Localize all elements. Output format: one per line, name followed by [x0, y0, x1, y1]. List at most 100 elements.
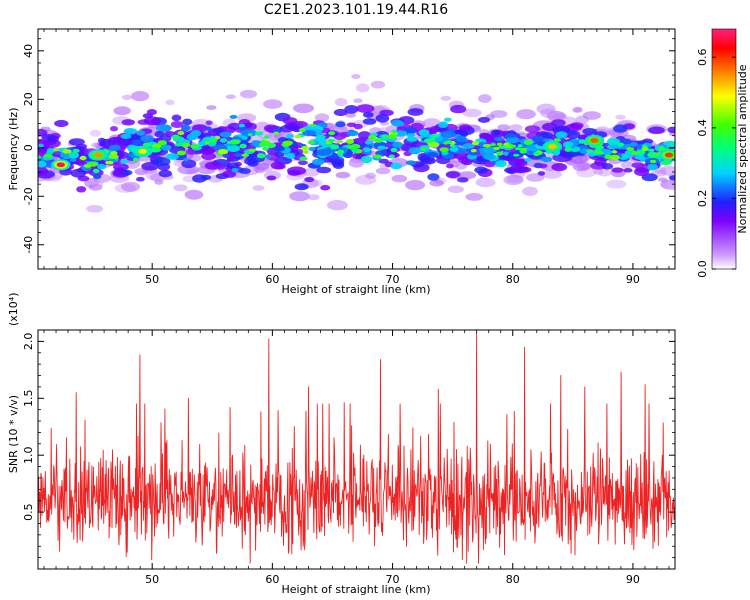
- spectrogram-cell: [289, 191, 310, 202]
- spectrogram-cell: [132, 139, 142, 146]
- spectrogram-cell: [110, 126, 118, 132]
- spectrogram-cell: [578, 139, 586, 144]
- spectrogram-cell: [46, 150, 54, 155]
- spectrogram-cell: [458, 148, 468, 154]
- spectrogram-cell: [387, 134, 397, 140]
- spectrogram-cell: [52, 148, 60, 152]
- spectrogram-cell: [97, 163, 107, 170]
- spectrogram-cell: [495, 160, 507, 168]
- spectrogram-cell: [344, 105, 359, 114]
- spectrogram-cell: [328, 154, 340, 159]
- spectrogram-cell: [440, 130, 456, 139]
- spectrogram-cell: [647, 148, 655, 152]
- spectrogram-cell: [62, 149, 72, 154]
- spectrogram-peak: [548, 144, 557, 149]
- spectrogram-cell: [120, 159, 130, 164]
- spectrogram-cell: [240, 89, 257, 99]
- spectrogram-cell: [209, 138, 218, 143]
- spectrogram-cell: [174, 142, 183, 147]
- spectrogram-cell: [113, 163, 129, 171]
- spectrogram-cell: [533, 151, 540, 157]
- spectrogram-cell: [216, 164, 226, 170]
- spectrogram-cell: [43, 153, 53, 159]
- spectrogram-cell: [363, 147, 371, 153]
- spectrogram-cell: [438, 121, 449, 128]
- spectrogram-cell: [490, 129, 500, 136]
- spectrogram-cell: [455, 163, 467, 170]
- spectrogram-cell: [182, 118, 193, 126]
- spectrogram-cell: [648, 126, 665, 134]
- spectrogram-cell: [307, 140, 316, 145]
- spectrogram-cell: [108, 136, 123, 146]
- x-tick-label: 50: [145, 573, 159, 586]
- spectrogram-cell: [231, 167, 239, 173]
- x-tick-label: 60: [265, 573, 279, 586]
- spectrogram-cell: [68, 138, 85, 146]
- spectrogram-cell: [132, 157, 139, 162]
- spectrogram-cell: [509, 124, 523, 132]
- y-tick-label: 1.0: [22, 446, 35, 464]
- spectrogram-cell: [449, 146, 459, 153]
- spectrogram-cell: [443, 141, 449, 145]
- spectrogram-cell: [183, 157, 189, 162]
- spectrogram-cell: [333, 108, 348, 117]
- spectrogram-cell: [353, 98, 363, 103]
- spectrogram-cell: [606, 138, 620, 145]
- spectrogram-cell: [204, 141, 210, 145]
- spectrogram-cell: [327, 138, 336, 143]
- spectrogram-cell: [70, 168, 87, 178]
- spectrogram-cell: [542, 169, 562, 179]
- spectrogram-cell: [465, 192, 484, 201]
- spectrogram-cell: [309, 123, 316, 127]
- spectrogram-panel: 50 60 70 80 90 -40 -20 0 20 40 Height of straight…: [7, 28, 676, 296]
- snr-series-line: [38, 331, 675, 564]
- spectrogram-cell: [634, 153, 645, 160]
- spectrogram-cell: [331, 159, 345, 167]
- spectrogram-cell: [522, 186, 538, 196]
- chart-title: C2E1.2023.101.19.44.R16: [264, 2, 448, 18]
- spectrogram-cell: [97, 137, 106, 144]
- spectrogram-cell: [264, 154, 272, 159]
- colorbar-gradient: [712, 29, 736, 269]
- spectrogram-cell: [356, 104, 375, 113]
- spectrogram-cell: [316, 166, 332, 174]
- x-tick-label: 70: [386, 273, 400, 286]
- spectrogram-cell: [348, 157, 365, 168]
- spectrogram-cell: [647, 163, 658, 171]
- spectrogram-cell: [498, 145, 506, 149]
- spectrogram-cell: [445, 171, 460, 179]
- spectrogram-cell: [396, 125, 405, 131]
- spectrogram-cell: [302, 150, 309, 154]
- spectrogram-cell: [336, 140, 344, 143]
- spectrogram-cell: [254, 166, 265, 174]
- spectrogram-cell: [121, 119, 135, 126]
- spectrogram-cell: [457, 177, 469, 183]
- spectrogram-cell: [405, 179, 425, 191]
- spectrogram-cell: [154, 130, 165, 138]
- spectrogram-cell: [287, 166, 307, 176]
- spectrogram-cell: [447, 185, 464, 193]
- spectrogram-cell: [215, 136, 221, 140]
- spectrogram-cell: [54, 119, 69, 128]
- spectrogram-cell: [229, 114, 238, 119]
- spectrogram-cell: [316, 149, 332, 156]
- spectrogram-cell: [390, 162, 403, 170]
- spectrogram-cell: [582, 111, 602, 120]
- spectrogram-cell: [151, 143, 162, 149]
- spectrogram-cell: [270, 161, 285, 170]
- spectrogram-cell: [140, 135, 155, 143]
- spectrogram-cell: [503, 174, 524, 186]
- spectrogram-cell: [142, 142, 151, 147]
- spectrogram-cell: [99, 142, 106, 147]
- spectrogram-cell: [170, 121, 184, 128]
- spectrogram-cell: [524, 125, 541, 133]
- spectrogram-cell: [304, 176, 315, 183]
- spectrogram-peak: [56, 162, 66, 168]
- spectrogram-cell: [513, 153, 520, 157]
- spectrogram-cell: [177, 131, 185, 136]
- spectrogram-cell: [444, 117, 452, 122]
- y-tick-label: 2.0: [22, 333, 35, 351]
- spectrogram-cell: [307, 194, 320, 201]
- spectrogram-cell: [90, 180, 104, 188]
